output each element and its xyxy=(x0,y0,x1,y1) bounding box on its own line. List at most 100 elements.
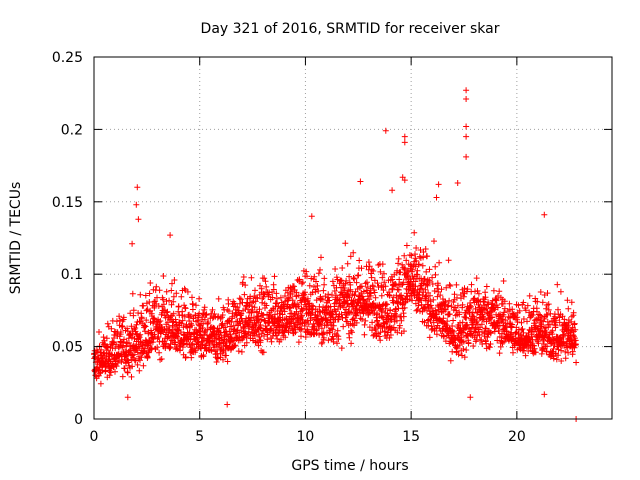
data-point xyxy=(429,274,436,281)
y-tick-label: 0.15 xyxy=(52,195,83,211)
data-point xyxy=(166,297,173,304)
data-point xyxy=(147,319,154,326)
y-tick-label: 0 xyxy=(74,412,83,428)
data-point xyxy=(347,253,354,260)
data-point xyxy=(329,326,336,333)
data-point xyxy=(471,295,478,302)
data-point xyxy=(344,260,351,267)
data-point xyxy=(125,359,132,366)
data-point xyxy=(447,357,454,364)
data-point xyxy=(562,355,569,362)
data-point xyxy=(133,344,140,351)
data-point xyxy=(313,278,319,285)
data-point xyxy=(213,359,220,365)
data-point xyxy=(209,339,216,345)
data-point xyxy=(331,288,338,294)
data-point xyxy=(369,283,376,290)
data-point xyxy=(478,336,485,343)
data-point xyxy=(149,339,156,346)
data-point xyxy=(364,279,370,286)
data-point xyxy=(362,317,369,324)
data-point xyxy=(401,266,408,273)
data-point xyxy=(119,323,126,330)
data-point xyxy=(106,372,113,379)
data-point xyxy=(146,338,153,345)
data-point xyxy=(103,335,110,342)
data-point xyxy=(175,303,182,310)
data-point xyxy=(464,321,471,328)
data-point xyxy=(205,319,212,326)
data-point xyxy=(358,265,365,272)
data-point xyxy=(124,394,131,401)
data-point xyxy=(437,292,444,299)
data-point xyxy=(460,346,467,352)
data-point xyxy=(248,274,255,281)
data-point xyxy=(311,273,318,280)
data-point xyxy=(298,333,304,340)
data-point xyxy=(361,331,368,338)
data-point xyxy=(316,321,323,328)
data-point xyxy=(210,324,217,331)
data-point xyxy=(338,311,345,318)
data-point xyxy=(147,307,154,314)
data-point xyxy=(166,345,173,352)
data-point xyxy=(113,363,120,370)
data-point xyxy=(155,319,162,326)
data-point xyxy=(553,356,560,363)
data-point xyxy=(442,338,449,345)
data-point xyxy=(154,335,161,342)
data-point xyxy=(279,311,286,318)
data-point xyxy=(325,337,332,344)
data-point xyxy=(249,299,256,306)
data-point xyxy=(166,326,173,333)
data-point xyxy=(155,303,162,309)
data-point xyxy=(408,252,415,259)
data-point xyxy=(308,213,315,220)
data-point xyxy=(420,254,427,261)
data-point xyxy=(340,323,347,330)
data-point xyxy=(445,302,452,309)
data-point xyxy=(496,288,503,295)
data-point xyxy=(343,312,350,318)
data-point xyxy=(409,281,416,288)
data-point xyxy=(458,334,465,341)
data-point xyxy=(432,271,439,278)
data-point xyxy=(315,288,322,294)
y-axis-label: SRMTID / TECUs xyxy=(8,182,24,295)
data-point xyxy=(543,348,550,355)
data-point xyxy=(182,305,189,312)
data-point xyxy=(189,294,195,301)
data-point xyxy=(379,308,385,315)
data-point xyxy=(419,262,426,269)
data-point xyxy=(211,311,218,317)
data-point xyxy=(178,293,185,300)
data-point xyxy=(134,361,141,368)
data-point xyxy=(269,333,276,339)
data-point xyxy=(179,317,186,324)
data-point xyxy=(98,346,105,353)
data-point xyxy=(450,317,457,324)
data-point xyxy=(237,312,244,318)
data-point xyxy=(401,328,407,335)
data-point xyxy=(303,268,310,275)
data-point xyxy=(231,343,238,350)
data-point xyxy=(296,276,303,283)
data-point xyxy=(193,302,199,309)
data-point xyxy=(369,301,376,307)
data-point xyxy=(129,240,136,247)
data-point xyxy=(128,373,135,380)
data-point xyxy=(285,329,292,336)
data-point xyxy=(363,287,370,294)
data-point xyxy=(463,96,470,102)
data-point xyxy=(338,345,345,352)
data-point xyxy=(315,313,322,320)
data-point xyxy=(263,302,270,309)
data-point xyxy=(349,321,356,328)
data-point xyxy=(220,339,227,346)
data-point xyxy=(292,329,299,336)
data-point xyxy=(393,282,400,289)
data-point xyxy=(223,352,230,359)
data-point xyxy=(371,277,378,284)
data-point xyxy=(184,324,191,331)
data-point xyxy=(426,266,433,273)
